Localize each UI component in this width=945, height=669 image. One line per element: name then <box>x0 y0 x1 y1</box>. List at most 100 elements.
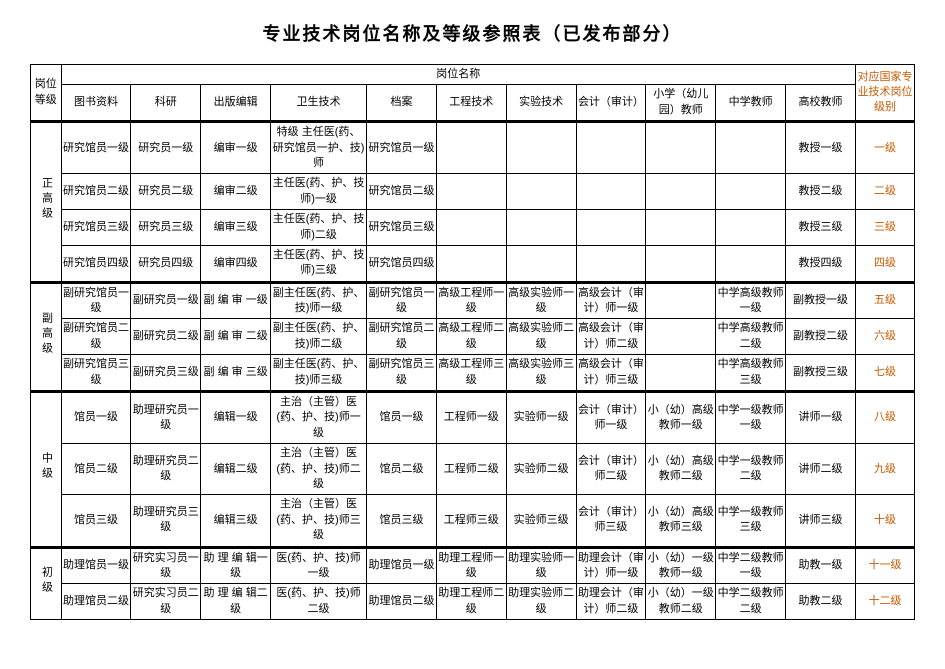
cell: 助理研究员三级 <box>131 495 201 547</box>
cell: 助 理 编 辑一级 <box>201 547 271 584</box>
cell: 副研究馆员二级 <box>61 319 131 355</box>
cell: 中学高级教师一级 <box>716 282 786 319</box>
level-cell: 五级 <box>855 282 914 319</box>
cell: 馆员二级 <box>61 444 131 495</box>
cell: 医(药、护、技)师一级 <box>271 547 367 584</box>
cell: 实验师三级 <box>506 495 576 547</box>
hdr-c3: 出版编辑 <box>201 85 271 122</box>
cell: 研究员一级 <box>131 122 201 174</box>
cell: 馆员三级 <box>61 495 131 547</box>
cell: 副研究馆员三级 <box>61 355 131 392</box>
table-row: 研究馆员三级 研究员三级 编审三级 主任医(药、护、技 师)二级 研究馆员三级 … <box>31 210 915 246</box>
cell: 高级实验师二级 <box>506 319 576 355</box>
cell: 研究实习员一级 <box>131 547 201 584</box>
table-row: 研究馆员四级 研究员四级 编审四级 主任医(药、护、技 师)三级 研究馆员四级 … <box>31 245 915 282</box>
cell <box>646 319 716 355</box>
cell: 副 编 审 三级 <box>201 355 271 392</box>
cell: 小（幼）一级教师一级 <box>646 547 716 584</box>
level-cell: 十一级 <box>855 547 914 584</box>
cell: 编审二级 <box>201 174 271 210</box>
cell: 高级实验师一级 <box>506 282 576 319</box>
level-cell: 九级 <box>855 444 914 495</box>
cell: 中学高级教师二级 <box>716 319 786 355</box>
cell <box>646 174 716 210</box>
cell: 高级会计（审计）师三级 <box>576 355 646 392</box>
hdr-c6: 工程技术 <box>436 85 506 122</box>
cell: 副主任医(药、护、技)师三级 <box>271 355 367 392</box>
cell: 助理研究员二级 <box>131 444 201 495</box>
table-row: 馆员二级 助理研究员二级 编辑二级 主治（主管）医(药、护、技)师二级 馆员二级… <box>31 444 915 495</box>
group-label-senior: 正高级 <box>31 122 62 283</box>
level-cell: 十级 <box>855 495 914 547</box>
hdr-c11: 高校教师 <box>786 85 856 122</box>
cell: 主治（主管）医(药、护、技)师三级 <box>271 495 367 547</box>
cell: 讲师一级 <box>786 392 856 444</box>
hdr-c8: 会计（审计） <box>576 85 646 122</box>
cell <box>436 174 506 210</box>
level-cell: 四级 <box>855 245 914 282</box>
hdr-group: 岗位名称 <box>61 65 855 85</box>
level-cell: 六级 <box>855 319 914 355</box>
cell: 助理馆员一级 <box>367 547 437 584</box>
cell: 中学二级教师二级 <box>716 584 786 620</box>
cell: 助理实验师二级 <box>506 584 576 620</box>
cell: 副研究员一级 <box>131 282 201 319</box>
cell <box>646 245 716 282</box>
table-row: 副高级 副研究馆员一级 副研究员一级 副 编 审 一级 副主任医(药、护、技)师… <box>31 282 915 319</box>
hdr-national: 对应国家专业技术岗位级别 <box>855 65 914 122</box>
cell: 助教二级 <box>786 584 856 620</box>
table-row: 正高级 研究馆员一级 研究员一级 编审一级 特级 主任医(药、研究馆员一护、技)… <box>31 122 915 174</box>
cell: 助理馆员一级 <box>61 547 131 584</box>
cell: 助理馆员二级 <box>367 584 437 620</box>
cell: 助理工程师二级 <box>436 584 506 620</box>
cell: 研究馆员二级 <box>61 174 131 210</box>
cell <box>506 245 576 282</box>
cell: 中学一级教师三级 <box>716 495 786 547</box>
cell <box>576 174 646 210</box>
cell: 助理实验师一级 <box>506 547 576 584</box>
cell: 助理研究员一级 <box>131 392 201 444</box>
table-row: 初级 助理馆员一级 研究实习员一级 助 理 编 辑一级 医(药、护、技)师一级 … <box>31 547 915 584</box>
cell: 高级工程师一级 <box>436 282 506 319</box>
cell: 教授二级 <box>786 174 856 210</box>
cell: 中学一级教师一级 <box>716 392 786 444</box>
cell: 研究馆员三级 <box>367 210 437 246</box>
cell: 主治（主管）医(药、护、技)师一级 <box>271 392 367 444</box>
cell <box>646 210 716 246</box>
cell: 助 理 编 辑二级 <box>201 584 271 620</box>
cell: 助理会计（审计）师一级 <box>576 547 646 584</box>
cell: 小（幼）高级教师一级 <box>646 392 716 444</box>
cell: 副研究馆员一级 <box>61 282 131 319</box>
cell: 实验师二级 <box>506 444 576 495</box>
hdr-c5: 档案 <box>367 85 437 122</box>
cell: 副 编 审 二级 <box>201 319 271 355</box>
cell: 实验师一级 <box>506 392 576 444</box>
cell: 副研究馆员三级 <box>367 355 437 392</box>
page-title: 专业技术岗位名称及等级参照表（已发布部分） <box>30 20 915 46</box>
cell: 中学高级教师三级 <box>716 355 786 392</box>
cell: 编辑三级 <box>201 495 271 547</box>
cell: 教授三级 <box>786 210 856 246</box>
table-row: 副研究馆员二级 副研究员二级 副 编 审 二级 副主任医(药、护、技)师二级 副… <box>31 319 915 355</box>
cell: 研究馆员一级 <box>61 122 131 174</box>
cell <box>716 122 786 174</box>
cell <box>506 210 576 246</box>
cell: 高级实验师三级 <box>506 355 576 392</box>
cell <box>716 174 786 210</box>
cell <box>646 355 716 392</box>
header-row-1: 岗位等级 岗位名称 对应国家专业技术岗位级别 <box>31 65 915 85</box>
cell: 小（幼）高级教师二级 <box>646 444 716 495</box>
cell: 高级工程师三级 <box>436 355 506 392</box>
cell: 副研究馆员二级 <box>367 319 437 355</box>
cell <box>436 210 506 246</box>
cell: 会计（审计）师一级 <box>576 392 646 444</box>
cell <box>576 210 646 246</box>
level-cell: 三级 <box>855 210 914 246</box>
level-cell: 一级 <box>855 122 914 174</box>
table-row: 中级 馆员一级 助理研究员一级 编辑一级 主治（主管）医(药、护、技)师一级 馆… <box>31 392 915 444</box>
cell: 副教授三级 <box>786 355 856 392</box>
cell <box>436 122 506 174</box>
hdr-c9: 小学（幼儿园）教师 <box>646 85 716 122</box>
cell: 工程师二级 <box>436 444 506 495</box>
cell: 助理工程师一级 <box>436 547 506 584</box>
